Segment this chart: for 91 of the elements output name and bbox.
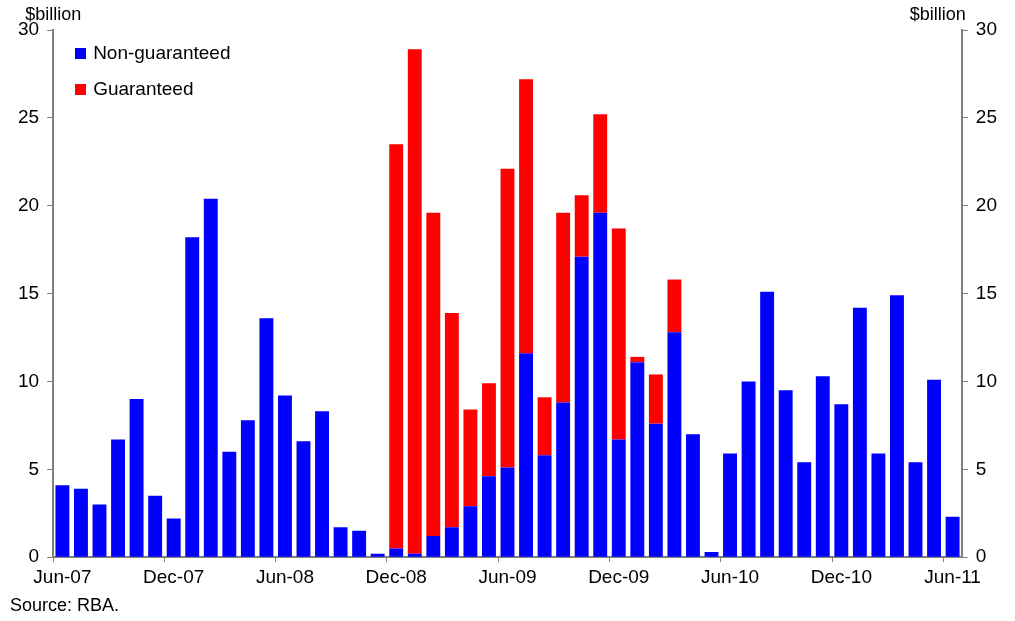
bar	[648, 374, 663, 424]
bar	[630, 356, 645, 363]
bar	[852, 307, 867, 557]
y2-tick-label: 5	[975, 457, 987, 479]
bar	[389, 144, 404, 549]
y-tick-label: 20	[17, 193, 40, 215]
bar	[834, 404, 849, 557]
x-tick-label: Dec-09	[588, 565, 650, 587]
bar	[760, 291, 775, 557]
bar	[389, 548, 404, 557]
bar	[574, 256, 589, 557]
bar	[482, 383, 496, 477]
y-tick-label: 0	[28, 545, 40, 567]
bar	[704, 551, 719, 557]
bar	[611, 228, 626, 440]
legend-label: Non-guaranteed	[93, 42, 231, 64]
bar	[148, 495, 163, 557]
bar	[630, 362, 645, 557]
bar	[426, 212, 441, 537]
bar	[222, 451, 237, 557]
bar	[741, 381, 756, 557]
bar	[537, 455, 552, 557]
bar	[927, 379, 941, 557]
bar	[611, 439, 626, 557]
bar	[908, 462, 923, 557]
bar	[240, 420, 255, 557]
bar	[667, 332, 682, 557]
bar	[519, 353, 533, 557]
source-note: Source: RBA.	[10, 595, 120, 616]
x-tick-label: Jun-07	[33, 565, 92, 587]
legend-label: Guaranteed	[93, 78, 194, 100]
bar	[278, 395, 292, 557]
bar	[111, 439, 125, 557]
y2-tick-label: 0	[975, 545, 987, 567]
bar	[593, 114, 608, 213]
y2-tick-label: 10	[975, 369, 998, 391]
bar	[333, 527, 348, 557]
bar	[871, 453, 886, 557]
x-tick-label: Dec-10	[810, 565, 872, 587]
bar	[203, 198, 218, 557]
bar	[890, 295, 904, 557]
y2-tick-label: 25	[975, 106, 998, 128]
x-tick-label: Jun-09	[478, 565, 537, 587]
y2-tick-label: 30	[975, 18, 998, 40]
bar	[648, 423, 663, 557]
bar	[797, 462, 812, 557]
bar	[185, 237, 200, 557]
bar	[945, 516, 960, 557]
y-tick-label: 25	[17, 106, 40, 128]
bar	[166, 518, 181, 557]
bar	[407, 553, 422, 557]
bar	[74, 488, 88, 557]
bar	[296, 441, 311, 557]
bar	[667, 279, 682, 333]
bar	[556, 212, 571, 403]
bar	[519, 79, 533, 354]
bar	[352, 530, 367, 557]
bar	[92, 504, 107, 557]
bar	[259, 318, 274, 557]
bar	[686, 434, 700, 557]
x-tick-label: Jun-10	[700, 565, 760, 587]
y2-tick-label: 20	[975, 193, 998, 215]
bar	[778, 390, 793, 557]
y2-axis-title: $billion	[909, 4, 966, 25]
y-tick-label: 15	[17, 281, 40, 303]
x-tick-label: Dec-07	[143, 565, 205, 587]
bar	[444, 312, 459, 528]
bar	[482, 476, 496, 557]
x-tick-label: Jun-11	[924, 565, 981, 587]
x-tick-label: Dec-08	[365, 565, 427, 587]
bar	[463, 409, 478, 507]
bar	[500, 168, 515, 468]
bar	[315, 411, 329, 557]
bar	[556, 402, 571, 557]
bar	[574, 195, 589, 257]
y-tick-label: 5	[28, 457, 40, 479]
bar	[463, 506, 478, 557]
bar	[593, 212, 608, 557]
bar	[129, 399, 144, 557]
bar	[426, 536, 441, 557]
bar	[370, 553, 385, 557]
bar	[444, 527, 459, 557]
bar	[500, 467, 515, 557]
bar	[407, 49, 422, 554]
y-tick-label: 10	[17, 369, 40, 391]
bar	[537, 397, 552, 456]
bar	[723, 453, 737, 557]
y2-tick-label: 15	[975, 281, 998, 303]
x-tick-label: Jun-08	[255, 565, 315, 587]
bar	[55, 485, 70, 557]
bar	[815, 376, 830, 557]
